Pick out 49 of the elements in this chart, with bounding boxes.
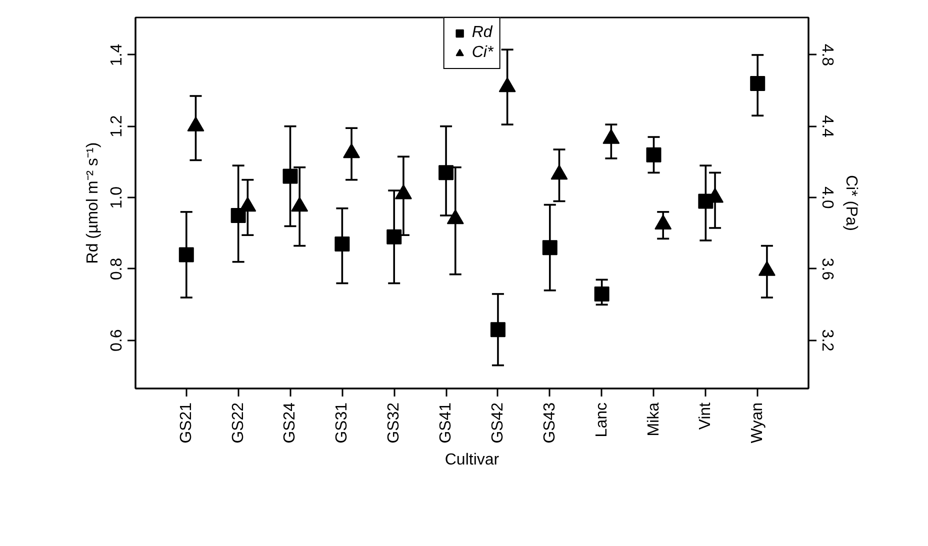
y2-axis-title: Ci* (Pa) [842, 174, 860, 232]
point [282, 168, 298, 184]
point [343, 143, 360, 158]
x-tick-label: Lanc [593, 402, 610, 438]
point [386, 229, 402, 244]
x-tick-label: Mika [645, 402, 662, 436]
y-tick-label: 1.2 [108, 115, 126, 138]
legend-label: Ci* [472, 44, 494, 62]
x-tick-label: GS31 [334, 402, 351, 444]
y2-tick-label: 4.0 [818, 186, 836, 209]
x-tick-label: Wyan [749, 402, 766, 444]
point [291, 196, 308, 212]
point [750, 76, 766, 91]
point [394, 184, 412, 200]
y2-tick-label: 3.6 [818, 258, 836, 280]
y-tick-label: 1.4 [108, 44, 126, 66]
x-tick-label: GS42 [489, 402, 506, 444]
x-tick-label: GS24 [282, 402, 299, 444]
point [178, 247, 194, 262]
y-tick-label: 1.0 [108, 186, 126, 209]
point [490, 322, 506, 338]
point [239, 196, 256, 212]
x-tick-label: GS32 [386, 402, 403, 444]
point [187, 116, 204, 132]
x-tick-label: GS22 [230, 402, 247, 444]
point [654, 214, 672, 230]
x-tick-label: GS21 [178, 402, 195, 444]
point [230, 208, 246, 223]
y2-tick-label: 3.2 [818, 329, 836, 352]
point [646, 147, 662, 162]
point [602, 129, 620, 144]
y2-tick-label: 4.8 [818, 44, 836, 66]
point [334, 236, 350, 252]
point [542, 240, 558, 256]
y2-tick-label: 4.4 [818, 115, 836, 138]
x-tick-label: GS43 [541, 402, 558, 444]
point [498, 77, 516, 92]
point [550, 164, 568, 180]
y-tick-label: 0.6 [108, 329, 126, 352]
x-axis-title: Cultivar [444, 451, 500, 468]
point [446, 209, 464, 224]
legend-label: Rd [472, 24, 492, 42]
y-tick-label: 0.8 [108, 258, 126, 280]
x-tick-label: Vint [697, 402, 714, 430]
y-axis-title: Rd (µmol m⁻² s⁻¹) [84, 142, 102, 264]
point [758, 261, 776, 276]
point [594, 286, 610, 302]
x-tick-label: GS41 [438, 402, 455, 444]
point [438, 165, 454, 180]
